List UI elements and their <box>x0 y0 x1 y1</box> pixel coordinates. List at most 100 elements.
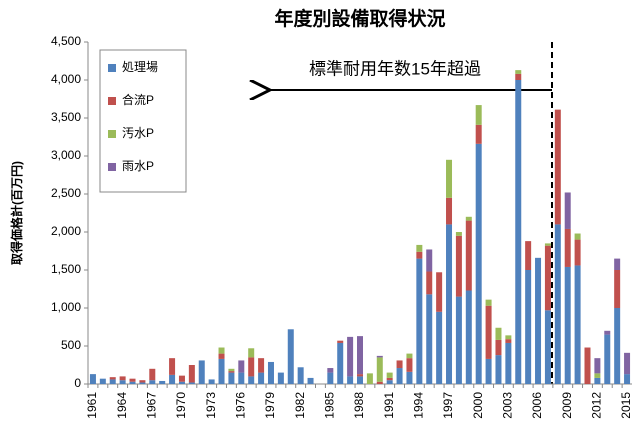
x-tick-label: 1961 <box>85 392 99 419</box>
bar-segment <box>564 192 571 229</box>
bar-segment <box>505 339 512 343</box>
bar-segment <box>267 361 274 384</box>
bar-segment <box>386 377 393 381</box>
bar-segment <box>594 373 601 378</box>
bar-segment <box>258 358 265 373</box>
bar-segment <box>327 372 334 384</box>
bar-segment <box>406 358 413 372</box>
bar-segment <box>327 368 334 373</box>
bar-segment <box>337 340 344 343</box>
y-tick-label: 1,500 <box>51 262 81 276</box>
bar-segment <box>574 239 581 266</box>
bar-segment <box>109 379 116 384</box>
bar-segment <box>109 377 116 380</box>
bar-segment <box>416 258 423 384</box>
x-tick-label: 1967 <box>144 392 158 419</box>
bar-segment <box>248 357 255 377</box>
bar-segment <box>455 296 462 384</box>
bar-segment <box>544 310 551 384</box>
bar-segment <box>347 376 354 384</box>
x-tick-label: 1997 <box>441 392 455 419</box>
x-tick-label: 1970 <box>174 392 188 419</box>
x-tick-label: 1985 <box>322 392 336 419</box>
bar-segment <box>337 342 344 384</box>
bar-segment <box>475 143 482 384</box>
bar-segment <box>495 327 502 340</box>
bar-segment <box>178 375 185 382</box>
bar-segment <box>426 271 433 295</box>
bar-segment <box>515 80 522 384</box>
x-tick-label: 1994 <box>412 392 426 419</box>
bar-segment <box>366 373 373 384</box>
y-axis-label: 取得価格計(百万円) <box>9 161 24 265</box>
bar-segment <box>396 368 403 384</box>
y-tick-label: 4,000 <box>51 72 81 86</box>
x-tick-label: 2000 <box>471 392 485 419</box>
bar-segment <box>426 294 433 384</box>
bar-segment <box>564 266 571 384</box>
bar-segment <box>218 358 225 384</box>
x-tick-label: 1991 <box>382 392 396 419</box>
bar-segment <box>485 299 492 306</box>
bar-segment <box>455 235 462 297</box>
bar-segment <box>446 224 453 384</box>
bar-segment <box>465 216 472 221</box>
x-tick-label: 1976 <box>233 392 247 419</box>
bar-segment <box>436 272 443 312</box>
bar-segment <box>198 360 205 384</box>
y-tick-label: 0 <box>74 376 81 390</box>
bar-segment <box>178 381 185 384</box>
bar-segment <box>495 355 502 384</box>
bar-segment <box>228 372 235 384</box>
x-tick-label: 1964 <box>115 392 129 419</box>
bar-segment <box>446 159 453 198</box>
bar-segment <box>554 109 561 225</box>
legend-label: 汚水P <box>122 126 154 140</box>
bar-segment <box>129 381 136 384</box>
bar-segment <box>277 372 284 384</box>
x-tick-label: 2012 <box>590 392 604 419</box>
bar-segment <box>169 374 176 384</box>
x-tick-label: 2003 <box>501 392 515 419</box>
bar-segment <box>139 380 146 383</box>
bar-segment <box>584 347 591 384</box>
bar-segment <box>357 374 363 377</box>
annotation: 標準耐用年数15年超過 <box>309 59 481 78</box>
bar-segment <box>614 270 621 308</box>
bar-segment <box>495 339 502 356</box>
bar-segment <box>139 382 146 384</box>
bar-segment <box>446 197 453 225</box>
bar-segment <box>188 365 195 383</box>
bar-segment <box>426 249 433 272</box>
bar-segment <box>485 358 492 384</box>
bar-segment <box>416 251 423 259</box>
bar-segment <box>119 376 126 381</box>
bar-segment <box>594 377 601 384</box>
bar-segment <box>376 355 383 358</box>
bar-segment <box>475 124 482 144</box>
bar-segment <box>515 73 522 80</box>
bar-segment <box>248 376 255 384</box>
bar-segment <box>386 372 393 378</box>
bar-segment <box>307 377 314 384</box>
bar-segment <box>258 372 265 384</box>
y-tick-label: 4,500 <box>51 34 81 48</box>
bar-segment <box>188 382 195 384</box>
bar-segment <box>525 241 532 270</box>
y-tick-label: 3,500 <box>51 110 81 124</box>
y-tick-label: 2,500 <box>51 186 81 200</box>
bar-segment <box>624 352 631 375</box>
legend-label: 雨水P <box>122 159 154 173</box>
bar-segment <box>287 329 294 384</box>
x-tick-label: 2006 <box>530 392 544 419</box>
bar-segment <box>89 374 96 384</box>
bar-segment <box>594 358 601 374</box>
legend-swatch <box>108 64 116 72</box>
legend-swatch <box>108 97 116 105</box>
bar-segment <box>624 374 631 384</box>
bar-segment <box>406 371 413 384</box>
bar-segment <box>149 368 156 381</box>
bar-segment <box>455 232 462 236</box>
bar-segment <box>169 358 176 375</box>
